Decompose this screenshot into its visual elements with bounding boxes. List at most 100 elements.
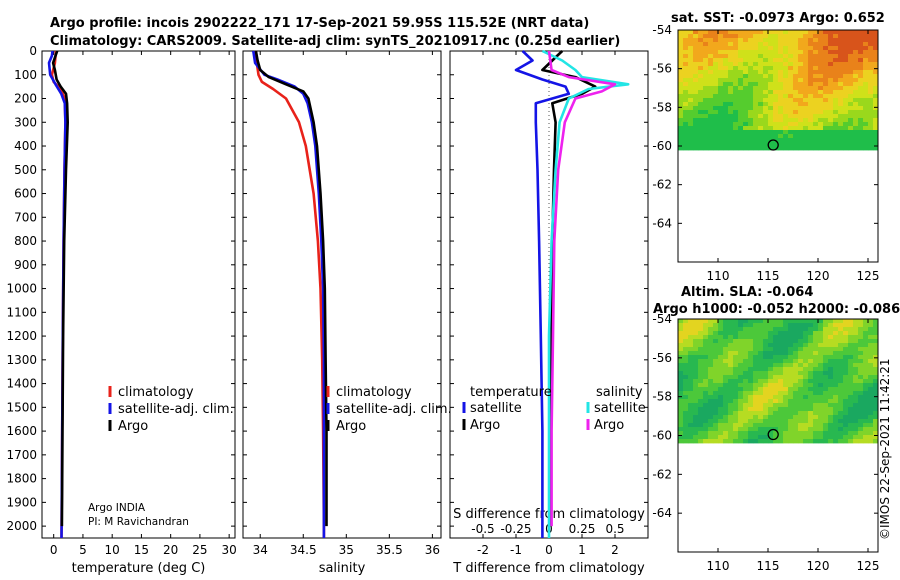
map-cell bbox=[758, 30, 764, 35]
map-cell bbox=[758, 142, 764, 147]
map-cell bbox=[703, 58, 709, 63]
map-cell bbox=[753, 395, 759, 400]
map-cell bbox=[768, 114, 774, 119]
map-cell bbox=[828, 42, 834, 47]
map-cell bbox=[743, 138, 749, 143]
map-cell bbox=[768, 74, 774, 79]
map-cell bbox=[733, 331, 739, 336]
map-cell bbox=[683, 66, 689, 71]
x-axis-label: T difference from climatology bbox=[452, 561, 645, 576]
x2-tick-label: 0.25 bbox=[569, 522, 596, 536]
map-cell bbox=[738, 66, 744, 71]
map-cell bbox=[843, 94, 849, 99]
map-cell bbox=[768, 78, 774, 83]
map-cell bbox=[798, 50, 804, 55]
map-cell bbox=[693, 34, 699, 39]
map-cell bbox=[803, 383, 809, 388]
map-cell bbox=[838, 94, 844, 99]
map-cell bbox=[693, 86, 699, 91]
map-cell bbox=[818, 375, 824, 380]
map-cell bbox=[678, 411, 684, 416]
map-cell bbox=[873, 122, 879, 127]
map-cell bbox=[758, 54, 764, 59]
map-cell bbox=[838, 34, 844, 39]
map-cell bbox=[833, 50, 839, 55]
map-cell bbox=[708, 98, 714, 103]
map-cell bbox=[863, 431, 869, 436]
map-cell bbox=[803, 90, 809, 95]
map-cell bbox=[833, 375, 839, 380]
map-cell bbox=[798, 327, 804, 332]
map-cell bbox=[838, 62, 844, 67]
map-cell bbox=[833, 66, 839, 71]
map-cell bbox=[868, 435, 874, 440]
map-cell bbox=[778, 118, 784, 123]
map-cell bbox=[833, 118, 839, 123]
map-cell bbox=[783, 86, 789, 91]
map-cell bbox=[828, 403, 834, 408]
map-cell bbox=[843, 419, 849, 424]
map-cell bbox=[718, 62, 724, 67]
map-cell bbox=[818, 331, 824, 336]
map-cell bbox=[678, 58, 684, 63]
map-cell bbox=[758, 98, 764, 103]
map-cell bbox=[758, 423, 764, 428]
map-cell bbox=[678, 343, 684, 348]
map-cell bbox=[683, 82, 689, 87]
map-cell bbox=[713, 371, 719, 376]
map-cell bbox=[873, 391, 879, 396]
map-cell bbox=[833, 419, 839, 424]
map-cell bbox=[763, 66, 769, 71]
map-cell bbox=[793, 114, 799, 119]
map-cell bbox=[858, 66, 864, 71]
map-cell bbox=[693, 327, 699, 332]
map-cell bbox=[813, 98, 819, 103]
map-cell bbox=[793, 395, 799, 400]
map-cell bbox=[733, 347, 739, 352]
map-cell bbox=[838, 419, 844, 424]
map-cell bbox=[728, 74, 734, 79]
map-cell bbox=[748, 347, 754, 352]
map-cell bbox=[763, 363, 769, 368]
map-cell bbox=[803, 126, 809, 131]
map-cell bbox=[678, 126, 684, 131]
map-cell bbox=[803, 50, 809, 55]
map-cell bbox=[828, 343, 834, 348]
map-cell bbox=[693, 46, 699, 51]
map-cell bbox=[698, 327, 704, 332]
map-cell bbox=[863, 54, 869, 59]
map-cell bbox=[708, 58, 714, 63]
map-cell bbox=[828, 435, 834, 440]
map-cell bbox=[708, 34, 714, 39]
map-cell bbox=[853, 379, 859, 384]
map-cell bbox=[843, 391, 849, 396]
map-cell bbox=[733, 138, 739, 143]
map-cell bbox=[853, 54, 859, 59]
map-cell bbox=[678, 114, 684, 119]
map-cell bbox=[773, 343, 779, 348]
map-cell bbox=[863, 94, 869, 99]
map-cell bbox=[808, 34, 814, 39]
map-cell bbox=[768, 134, 774, 139]
map-cell bbox=[703, 34, 709, 39]
map-cell bbox=[808, 439, 814, 444]
map-cell bbox=[823, 395, 829, 400]
map-cell bbox=[858, 54, 864, 59]
map-cell bbox=[808, 359, 814, 364]
map-cell bbox=[813, 411, 819, 416]
map-cell bbox=[813, 94, 819, 99]
map-cell bbox=[708, 347, 714, 352]
map-cell bbox=[818, 423, 824, 428]
map-cell bbox=[708, 407, 714, 412]
map-cell bbox=[858, 391, 864, 396]
map-cell bbox=[833, 146, 839, 151]
map-cell bbox=[853, 395, 859, 400]
map-cell bbox=[783, 375, 789, 380]
map-cell bbox=[823, 86, 829, 91]
map-cell bbox=[788, 427, 794, 432]
map-cell bbox=[788, 339, 794, 344]
map-cell bbox=[678, 431, 684, 436]
map-cell bbox=[798, 383, 804, 388]
map-cell bbox=[843, 399, 849, 404]
map-cell bbox=[788, 395, 794, 400]
